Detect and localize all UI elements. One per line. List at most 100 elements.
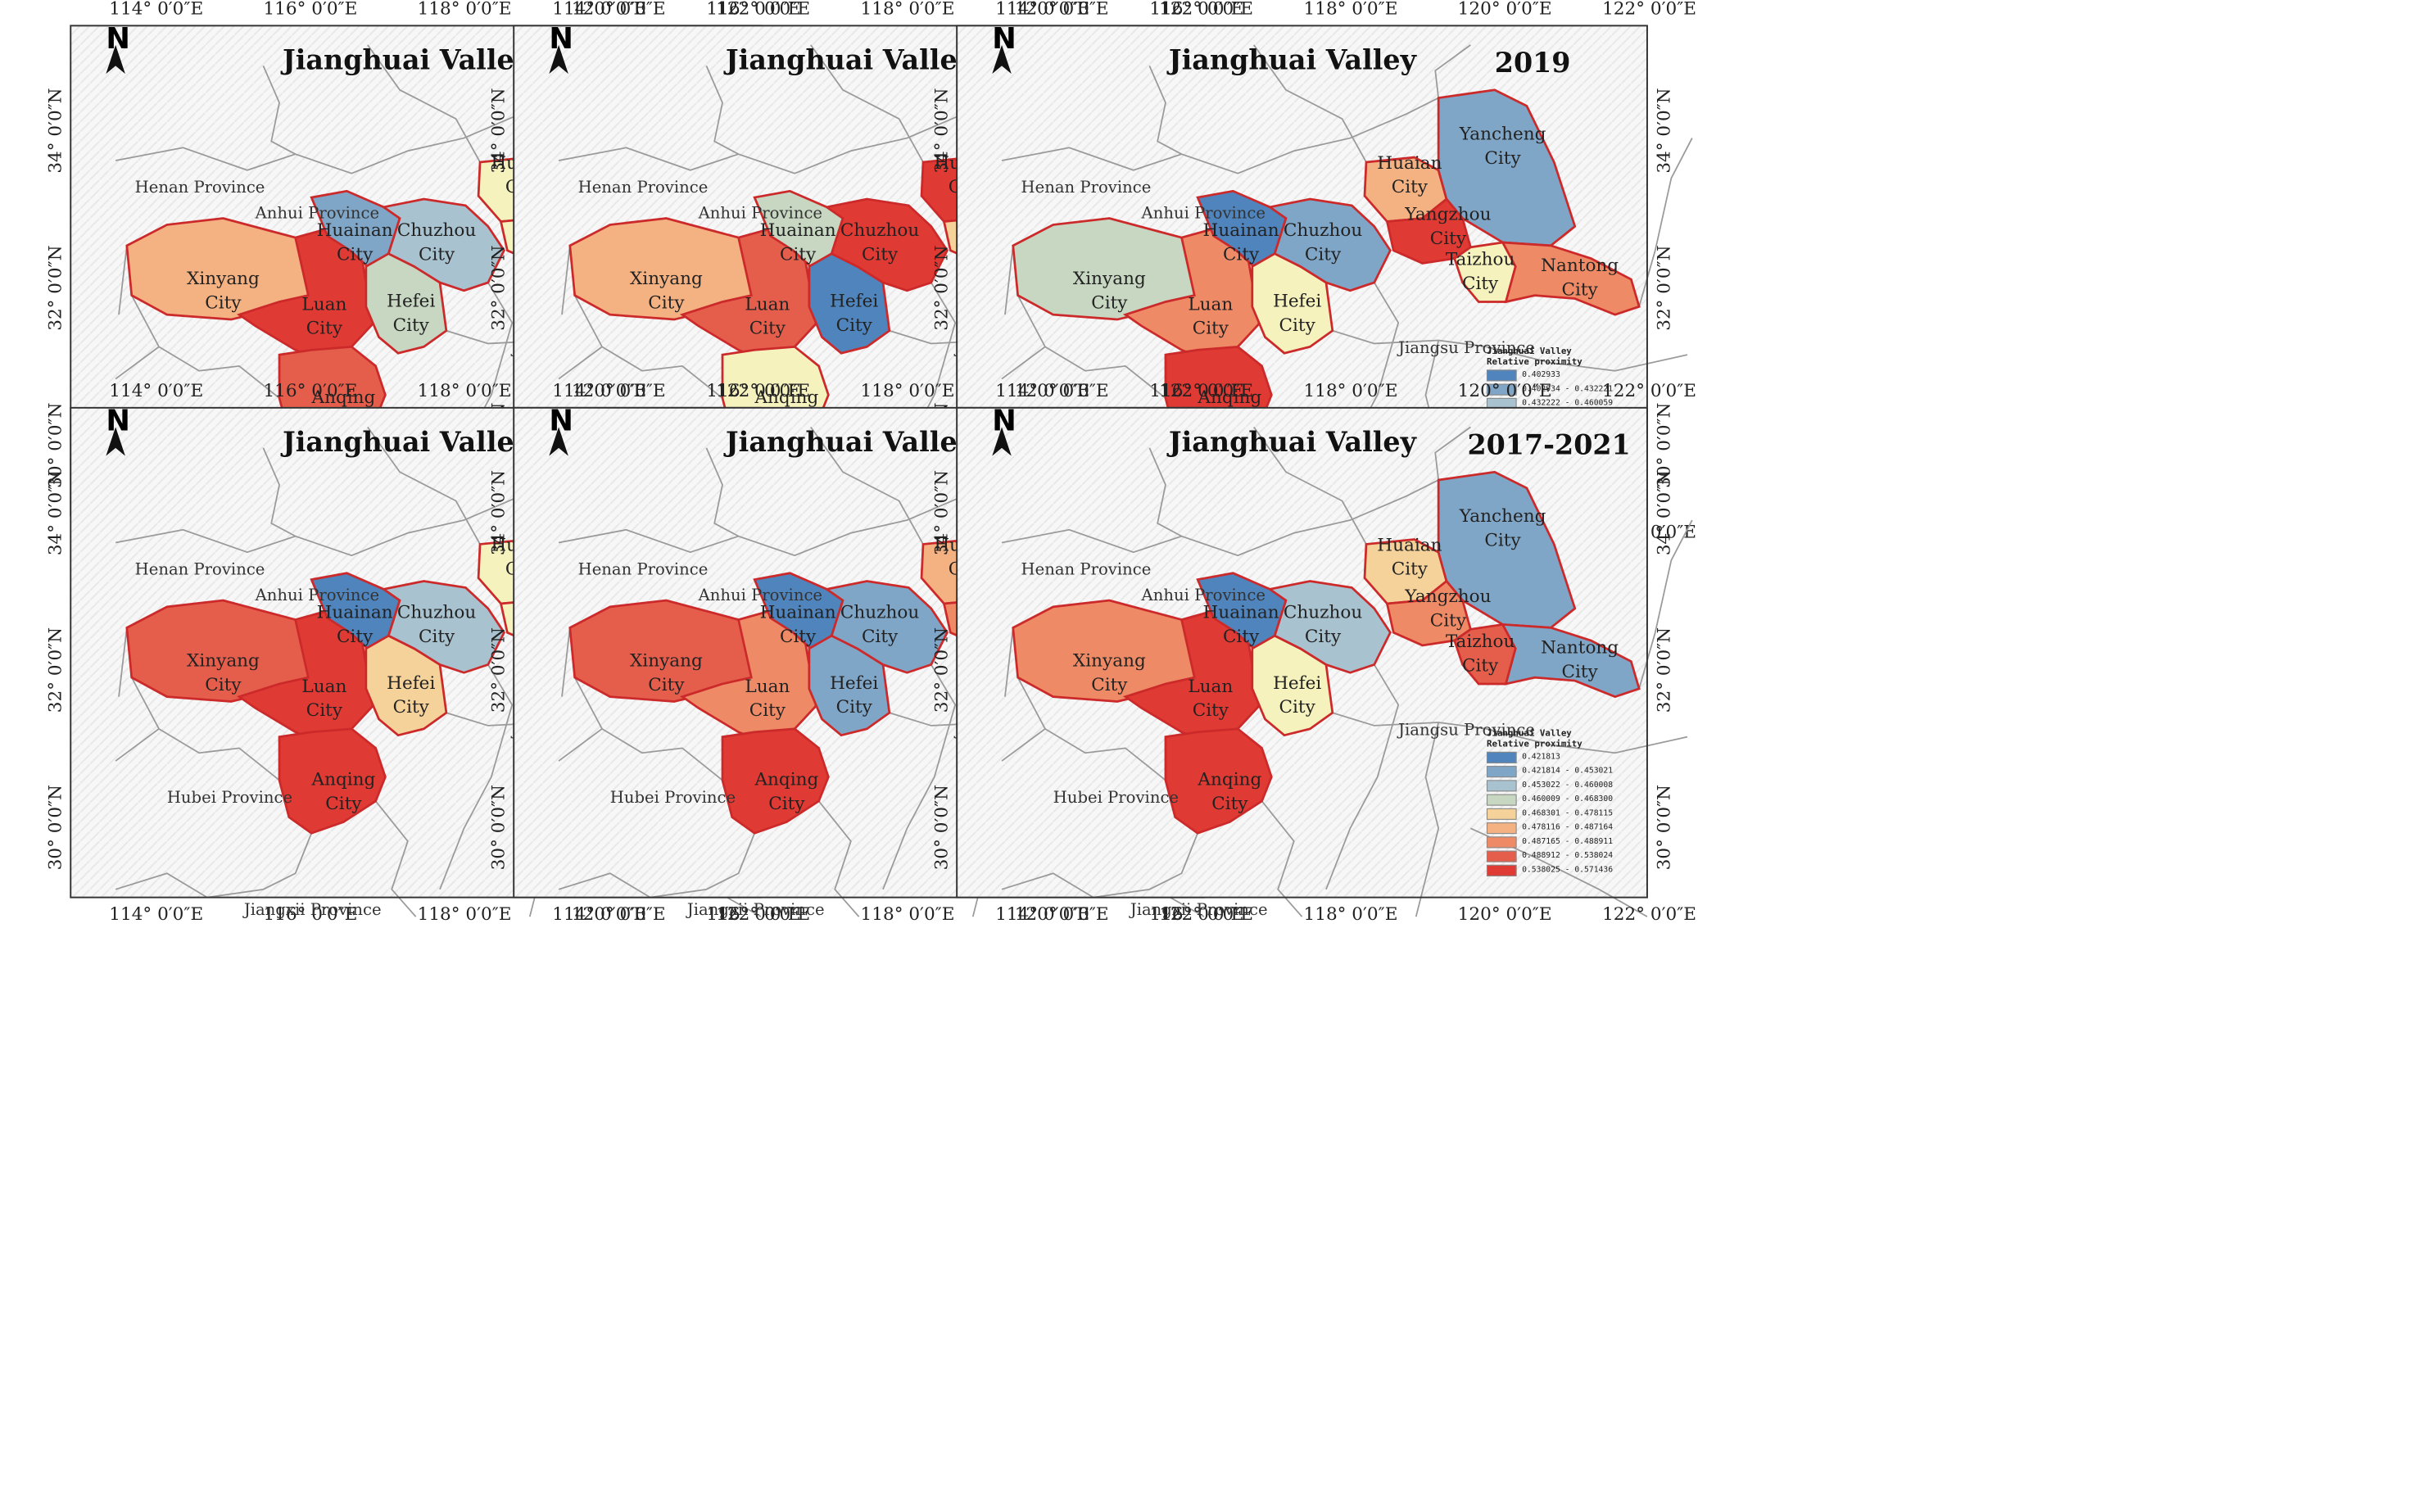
x-tick-bottom: 116° 0′0″E: [706, 903, 801, 925]
province-boundary: [374, 800, 417, 917]
city-region-chuzhou[interactable]: [823, 197, 949, 292]
city-label-huainan: Huainan City: [1193, 600, 1289, 649]
city-label-line: Huainan: [316, 220, 393, 241]
province-boundary: [558, 832, 756, 899]
x-tick-bottom: 114° 0′0″E: [109, 903, 204, 925]
north-label: N: [549, 22, 573, 57]
city-region-anqing[interactable]: [1164, 727, 1273, 835]
x-tick-top: 114° 0′0″E: [995, 380, 1090, 401]
x-tick-top: 120° 0′0″E: [1457, 0, 1552, 20]
x-tick-top: 118° 0′0″E: [1303, 0, 1398, 20]
city-label-line: City: [1091, 674, 1128, 695]
y-tick-left: 32° 0′0″N: [930, 627, 953, 713]
city-label-line: City: [1091, 292, 1128, 314]
city-label-line: Huaian: [1377, 534, 1442, 556]
province-boundary: [705, 66, 740, 155]
legend-class-label: 0.488912 - 0.538024: [1522, 851, 1614, 861]
city-label-line: City: [1222, 626, 1260, 647]
x-tick-bottom: 118° 0′0″E: [417, 903, 512, 925]
province-boundary: [1261, 800, 1303, 917]
x-tick-top: 120° 0′0″E: [1457, 380, 1552, 401]
province-boundary: [1001, 97, 1439, 174]
city-region-nantong[interactable]: [1501, 241, 1641, 316]
legend-title: Relative proximity: [1486, 739, 1582, 749]
y-tick-left: 32° 0′0″N: [930, 245, 953, 331]
province-boundary: [115, 97, 553, 174]
province-boundary: [1332, 712, 1688, 754]
city-region-nantong[interactable]: [1501, 622, 1641, 699]
x-tick-bottom: 114° 0′0″E: [995, 903, 1090, 925]
legend-swatch: [1486, 779, 1517, 791]
city-label-line: City: [337, 243, 374, 265]
legend-class-label: 0.421813: [1522, 752, 1560, 762]
legend-class-label: 0.487165 - 0.488911: [1522, 837, 1614, 847]
city-label-hefei: Hefei City: [1249, 671, 1346, 719]
city-label-anqing: Anqing City: [1182, 767, 1279, 816]
x-tick-top: 116° 0′0″E: [263, 380, 358, 401]
city-label-chuzhou: Chuzhou City: [388, 600, 485, 649]
city-label-line: Anqing: [754, 387, 819, 408]
city-label-line: City: [1484, 529, 1521, 551]
province-boundary: [367, 44, 481, 163]
legend-swatch: [1486, 369, 1517, 381]
legend-class-label: 0.453022 - 0.460008: [1522, 781, 1614, 790]
x-tick-top: 116° 0′0″E: [706, 380, 801, 401]
city-label-line: Chuzhou: [840, 602, 920, 623]
y-tick-left: 34° 0′0″N: [930, 88, 953, 174]
x-tick-bottom: 116° 0′0″E: [263, 903, 358, 925]
city-label-line: City: [749, 318, 786, 339]
x-tick-top: 122° 0′0″E: [1159, 380, 1254, 401]
legend-swatch: [1486, 864, 1517, 876]
city-label-line: City: [1304, 243, 1342, 265]
city-region-chuzhou[interactable]: [381, 580, 506, 674]
x-tick-top: 114° 0′0″E: [109, 380, 204, 401]
city-label-line: Hefei: [830, 672, 879, 694]
city-region-chuzhou[interactable]: [1266, 580, 1392, 674]
city-label-line: City: [306, 318, 343, 339]
city-region-chuzhou[interactable]: [823, 580, 949, 674]
city-label-hefei: Hefei City: [1249, 289, 1346, 337]
city-label-luan: Luan City: [276, 292, 373, 341]
city-label-xinyang: Xinyang City: [618, 649, 715, 697]
city-label-line: Nantong: [1541, 637, 1619, 659]
x-tick-top: 116° 0′0″E: [706, 0, 801, 20]
north-arrow-icon: [106, 427, 125, 456]
y-tick-left: 34° 0′0″N: [487, 469, 509, 556]
x-tick-top: 122° 0′0″E: [716, 380, 811, 401]
province-boundary: [1253, 426, 1367, 545]
province-boundary: [1415, 722, 1440, 917]
x-tick-top: 120° 0′0″E: [571, 0, 666, 20]
province-label: Anhui Province: [255, 587, 380, 605]
city-label-huainan: Huainan City: [749, 219, 846, 267]
map-title: Jianghuai Valley: [282, 44, 531, 78]
city-region-anqing[interactable]: [278, 727, 387, 835]
y-tick-right: 34° 0′0″N: [1653, 469, 1675, 556]
y-tick-left: 32° 0′0″N: [44, 627, 66, 713]
city-label-huaian: Huaian City: [1361, 533, 1458, 582]
city-label-line: Chuzhou: [1283, 220, 1363, 241]
city-region-chuzhou[interactable]: [1266, 197, 1392, 292]
x-tick-top: 118° 0′0″E: [417, 0, 512, 20]
city-label-line: City: [325, 793, 362, 814]
x-tick-top: 114° 0′0″E: [109, 0, 204, 20]
province-boundary: [115, 832, 313, 899]
city-label-line: City: [861, 243, 899, 265]
province-label: Anhui Province: [698, 205, 823, 224]
north-arrow-icon: [992, 44, 1012, 75]
city-label-chuzhou: Chuzhou City: [1275, 600, 1371, 649]
province-label: Henan Province: [1021, 562, 1152, 580]
city-label-line: Huainan: [1202, 602, 1279, 623]
province-label: Hubei Province: [166, 790, 293, 808]
north-label: N: [106, 22, 130, 57]
x-tick-bottom: 114° 0′0″E: [552, 903, 647, 925]
y-tick-left: 34° 0′0″N: [930, 469, 953, 556]
city-region-chuzhou[interactable]: [381, 197, 506, 292]
province-boundary: [882, 663, 957, 890]
city-region-anqing[interactable]: [721, 727, 830, 835]
province-boundary: [1434, 44, 1471, 98]
province-boundary: [1434, 426, 1471, 481]
city-label-line: Yancheng: [1459, 505, 1546, 527]
y-tick-left: 34° 0′0″N: [44, 88, 66, 174]
legend-row: 0.402933: [1486, 368, 1613, 382]
city-label-line: Chuzhou: [1283, 602, 1363, 623]
